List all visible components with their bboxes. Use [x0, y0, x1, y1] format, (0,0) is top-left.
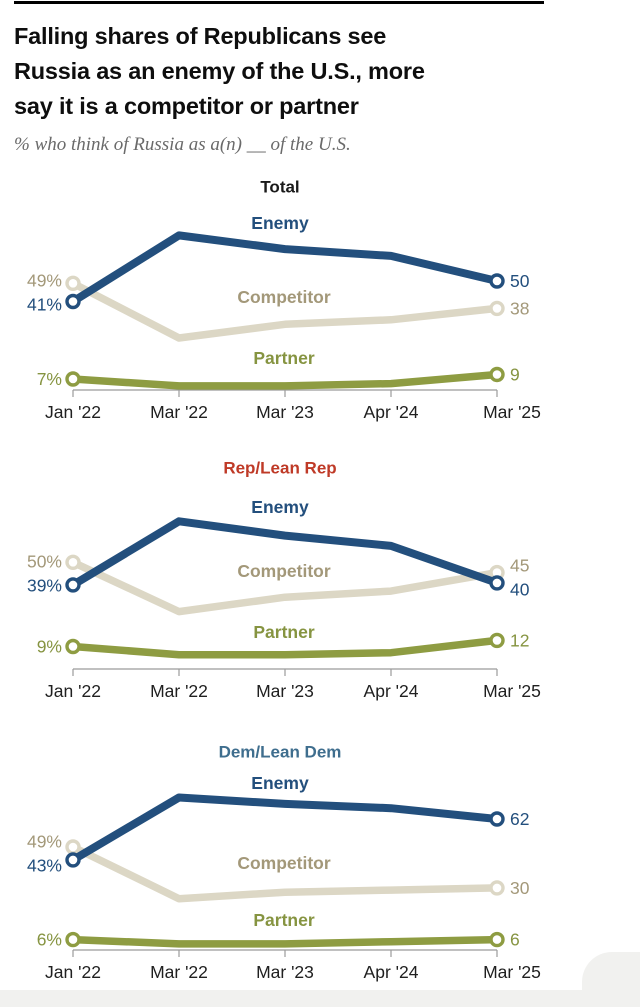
x-axis-label-total-1: Mar '22: [150, 402, 208, 422]
report-title-line-3: say it is a competitor or partner: [14, 93, 359, 119]
series-line-partner-total: [72, 370, 498, 390]
value-label-start-competitor-dem: 49%: [27, 831, 62, 851]
series-label-competitor-rep: Competitor: [237, 561, 331, 581]
top-rule: [14, 1, 544, 4]
series-line-competitor-rep: [71, 558, 498, 616]
series-label-partner-total: Partner: [253, 348, 314, 368]
panel-title-total: Total: [260, 178, 299, 197]
value-label-end-enemy-rep: 40: [510, 580, 530, 600]
value-label-start-enemy-total: 41%: [27, 294, 62, 314]
series-marker-enemy-start-total: [65, 293, 81, 310]
series-line-competitor-dem: [71, 843, 498, 903]
value-label-start-enemy-rep: 39%: [27, 576, 62, 596]
value-label-end-partner-dem: 6: [510, 930, 520, 950]
series-line-enemy-dem: [70, 793, 498, 864]
series-marker-competitor-start-dem: [65, 839, 81, 855]
x-axis-label-dem-0: Jan '22: [45, 962, 101, 982]
series-marker-enemy-end-rep: [489, 575, 505, 591]
series-marker-enemy-end-dem: [489, 811, 505, 827]
x-axis-label-dem-2: Mar '23: [256, 962, 314, 982]
value-label-end-competitor-dem: 30: [510, 878, 530, 898]
series-label-competitor-total: Competitor: [237, 287, 331, 307]
series-marker-enemy-end-total: [489, 273, 505, 289]
x-axis-label-dem-1: Mar '22: [150, 962, 208, 982]
series-marker-competitor-start-total: [65, 275, 81, 291]
x-axis-label-rep-2: Mar '23: [256, 681, 314, 701]
series-label-enemy-rep: Enemy: [251, 497, 309, 517]
value-label-end-enemy-total: 50: [510, 271, 530, 291]
series-line-competitor-total: [71, 279, 498, 342]
series-marker-enemy-start-rep: [65, 577, 81, 593]
x-axis-label-total-0: Jan '22: [45, 402, 101, 422]
series-line-partner-rep: [72, 636, 498, 659]
series-marker-partner-end-dem: [489, 931, 505, 948]
x-axis-label-total-3: Apr '24: [364, 402, 419, 422]
series-label-enemy-dem: Enemy: [251, 773, 309, 793]
bottom-band: [0, 990, 640, 1007]
value-label-end-partner-total: 9: [510, 365, 520, 385]
panel-title-dem: Dem/Lean Dem: [219, 743, 342, 762]
value-label-start-partner-rep: 9%: [37, 637, 62, 657]
value-label-start-partner-total: 7%: [37, 369, 62, 389]
x-axis-label-rep-3: Apr '24: [364, 681, 419, 701]
series-marker-partner-start-total: [65, 371, 81, 387]
panel-dem: Dem/Lean Dem Jan '22 Mar '22 Mar '23 Apr '24…: [27, 743, 541, 983]
x-axis-label-total-4: Mar '25: [483, 402, 541, 422]
series-label-enemy-total: Enemy: [251, 213, 309, 233]
value-label-end-enemy-dem: 62: [510, 809, 529, 829]
value-label-start-competitor-rep: 50%: [27, 552, 62, 572]
series-marker-competitor-end-total: [489, 300, 505, 317]
value-label-start-enemy-dem: 43%: [27, 855, 62, 875]
x-axis-total: [72, 389, 498, 397]
value-label-end-partner-rep: 12: [510, 630, 529, 650]
series-line-partner-dem: [72, 935, 498, 948]
x-axis-dem: [72, 949, 498, 957]
report-title-line-2: Russia as an enemy of the U.S., more: [14, 58, 425, 84]
x-axis-label-rep-0: Jan '22: [45, 681, 101, 701]
report-title-line-1: Falling shares of Republicans see: [14, 23, 387, 49]
series-line-enemy-total: [70, 231, 498, 305]
series-marker-partner-start-dem: [65, 931, 81, 948]
series-marker-competitor-start-rep: [65, 554, 81, 570]
series-marker-partner-end-total: [489, 366, 505, 383]
x-axis-label-total-2: Mar '23: [256, 402, 314, 422]
x-axis-rep: [72, 668, 498, 676]
x-axis-label-dem-4: Mar '25: [483, 962, 541, 982]
value-label-end-competitor-total: 38: [510, 298, 529, 318]
panel-rep: Rep/Lean Rep Jan '22 Mar '22 Mar '23 Apr '24…: [27, 459, 541, 702]
series-line-enemy-rep: [70, 517, 499, 589]
report-title: Falling shares of Republicans see Russia…: [14, 19, 614, 124]
value-label-end-competitor-rep: 45: [510, 556, 529, 576]
series-marker-competitor-end-dem: [489, 880, 505, 896]
x-axis-label-rep-4: Mar '25: [483, 681, 541, 701]
panel-total: Total Jan '22 Mar '22 Mar '23 Apr '24 Mar '25…: [27, 178, 541, 423]
panel-title-rep: Rep/Lean Rep: [223, 459, 336, 478]
series-marker-enemy-start-dem: [65, 852, 81, 868]
series-label-competitor-dem: Competitor: [237, 853, 331, 873]
x-axis-label-rep-1: Mar '22: [150, 681, 208, 701]
report-subtitle: % who think of Russia as a(n) __ of the …: [14, 134, 351, 155]
series-label-partner-dem: Partner: [253, 910, 314, 930]
x-axis-label-dem-3: Apr '24: [364, 962, 419, 982]
value-label-start-competitor-total: 49%: [27, 270, 62, 290]
series-label-partner-rep: Partner: [253, 622, 314, 642]
series-marker-partner-end-rep: [489, 632, 505, 649]
value-label-start-partner-dem: 6%: [37, 930, 62, 950]
series-marker-partner-start-rep: [65, 638, 81, 655]
